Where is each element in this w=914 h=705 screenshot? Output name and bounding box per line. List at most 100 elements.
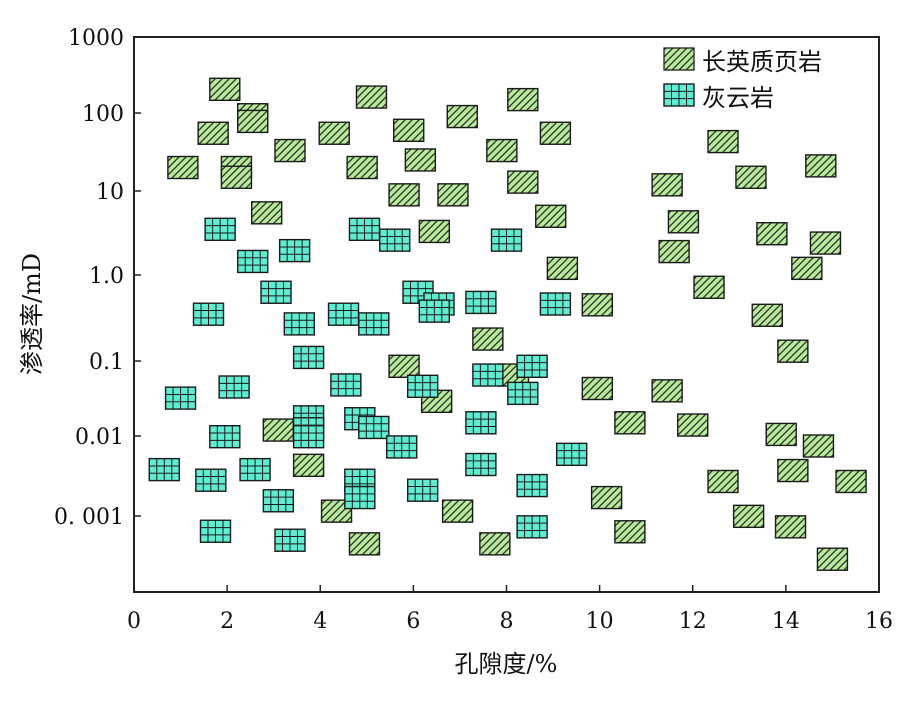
dolomite-marker	[516, 515, 548, 539]
x-tick-label: 0	[127, 609, 141, 634]
dolomite-marker	[218, 375, 250, 399]
dolomite-marker	[472, 363, 504, 387]
y-tick-label: 1.0	[89, 264, 124, 289]
shale-marker	[581, 376, 613, 401]
dolomite-marker	[292, 345, 325, 370]
dolomite-marker	[348, 217, 381, 241]
shale-marker	[262, 418, 295, 442]
legend-swatch-shale	[663, 47, 695, 71]
x-tick-label: 12	[679, 609, 707, 634]
y-tick-label: 10	[96, 180, 124, 205]
shale-marker	[751, 303, 783, 327]
shale-marker	[805, 154, 837, 178]
x-tick-label: 14	[772, 609, 800, 634]
dolomite-marker	[204, 217, 236, 241]
dolomite-marker	[379, 228, 411, 252]
shale-marker	[167, 155, 199, 180]
dolomite-marker	[358, 415, 390, 440]
dolomite-marker	[330, 373, 362, 397]
shale-marker	[507, 170, 539, 194]
shale-marker	[765, 422, 797, 447]
dolomite-marker	[260, 280, 292, 304]
dolomite-marker	[199, 519, 232, 543]
shale-marker	[437, 183, 469, 207]
x-tick-label: 10	[586, 609, 614, 634]
shale-marker	[355, 85, 388, 109]
dolomite-marker	[516, 354, 548, 378]
dolomite-marker	[418, 299, 451, 323]
shale-marker	[667, 210, 700, 234]
dolomite-marker	[465, 290, 497, 315]
dolomite-marker	[148, 457, 180, 482]
shale-marker	[404, 148, 437, 172]
shale-marker	[507, 87, 539, 112]
y-tick-label: 1000	[68, 26, 124, 51]
dolomite-marker	[465, 411, 497, 435]
shale-marker	[791, 256, 823, 281]
shale-marker	[197, 121, 229, 145]
shale-marker	[348, 532, 381, 556]
x-tick-label: 16	[865, 609, 893, 634]
dolomite-marker	[292, 425, 325, 449]
shale-marker	[388, 354, 420, 378]
shale-marker	[393, 118, 425, 143]
legend-label-shale: 长英质页岩	[702, 48, 822, 76]
y-axis-title: 渗透率/mD	[18, 253, 46, 375]
dolomite-marker	[406, 374, 439, 398]
shale-marker	[732, 504, 765, 529]
shale-marker	[472, 327, 504, 351]
shale-marker	[774, 515, 807, 539]
dolomite-marker	[239, 457, 271, 482]
legend-swatch-dolomite	[663, 83, 695, 107]
x-tick-label: 8	[500, 609, 514, 634]
shale-marker	[546, 256, 579, 281]
dolomite-marker	[386, 435, 418, 459]
shale-marker	[809, 231, 842, 255]
shale-marker	[835, 469, 867, 494]
dolomite-marker	[192, 302, 225, 326]
shale-marker	[209, 77, 241, 102]
shale-marker	[651, 379, 683, 403]
dolomite-marker	[344, 468, 376, 492]
dolomite-marker	[490, 228, 523, 252]
shale-marker	[479, 532, 511, 556]
dolomite-marker	[327, 302, 360, 326]
shale-marker	[539, 121, 572, 145]
shale-marker	[777, 458, 809, 483]
x-axis-title: 孔隙度/%	[455, 650, 558, 678]
legend-label-dolomite: 灰云岩	[702, 84, 774, 112]
shale-marker	[693, 275, 725, 299]
shale-marker	[292, 453, 325, 478]
dolomite-marker	[358, 312, 390, 336]
y-tick-label: 0. 001	[54, 505, 124, 530]
dolomite-marker	[278, 238, 311, 263]
legend-grid-swatch	[663, 83, 695, 107]
dolomite-marker	[209, 425, 241, 449]
shale-marker	[590, 485, 623, 510]
shale-marker	[441, 499, 474, 523]
shale-marker	[446, 104, 478, 129]
shale-marker	[274, 138, 306, 163]
shale-marker	[802, 434, 835, 458]
y-tick-label: 0.1	[89, 350, 124, 375]
dolomite-marker	[555, 442, 588, 467]
shale-marker	[658, 239, 690, 264]
dolomite-marker	[283, 312, 315, 336]
shale-marker	[320, 499, 353, 523]
shale-marker	[388, 183, 420, 207]
y-axis-ticks: 1000 100 10 1.0 0.1 0.01 0. 001	[54, 26, 141, 530]
dolomite-marker	[164, 386, 197, 410]
shale-marker	[418, 219, 451, 244]
shale-marker	[735, 165, 767, 189]
legend: 长英质页岩 灰云岩	[663, 47, 822, 112]
dolomite-marker	[262, 489, 295, 513]
shale-marker	[651, 173, 683, 197]
x-tick-label: 6	[406, 609, 420, 634]
shale-marker	[220, 165, 253, 189]
shale-marker	[346, 155, 378, 180]
shale-marker	[614, 411, 646, 435]
dolomite-marker	[237, 249, 269, 274]
shale-marker	[614, 520, 646, 544]
dolomite-marker	[406, 478, 439, 502]
x-axis-ticks: 0 2 4 6 8 10 12 14 16	[127, 585, 893, 634]
